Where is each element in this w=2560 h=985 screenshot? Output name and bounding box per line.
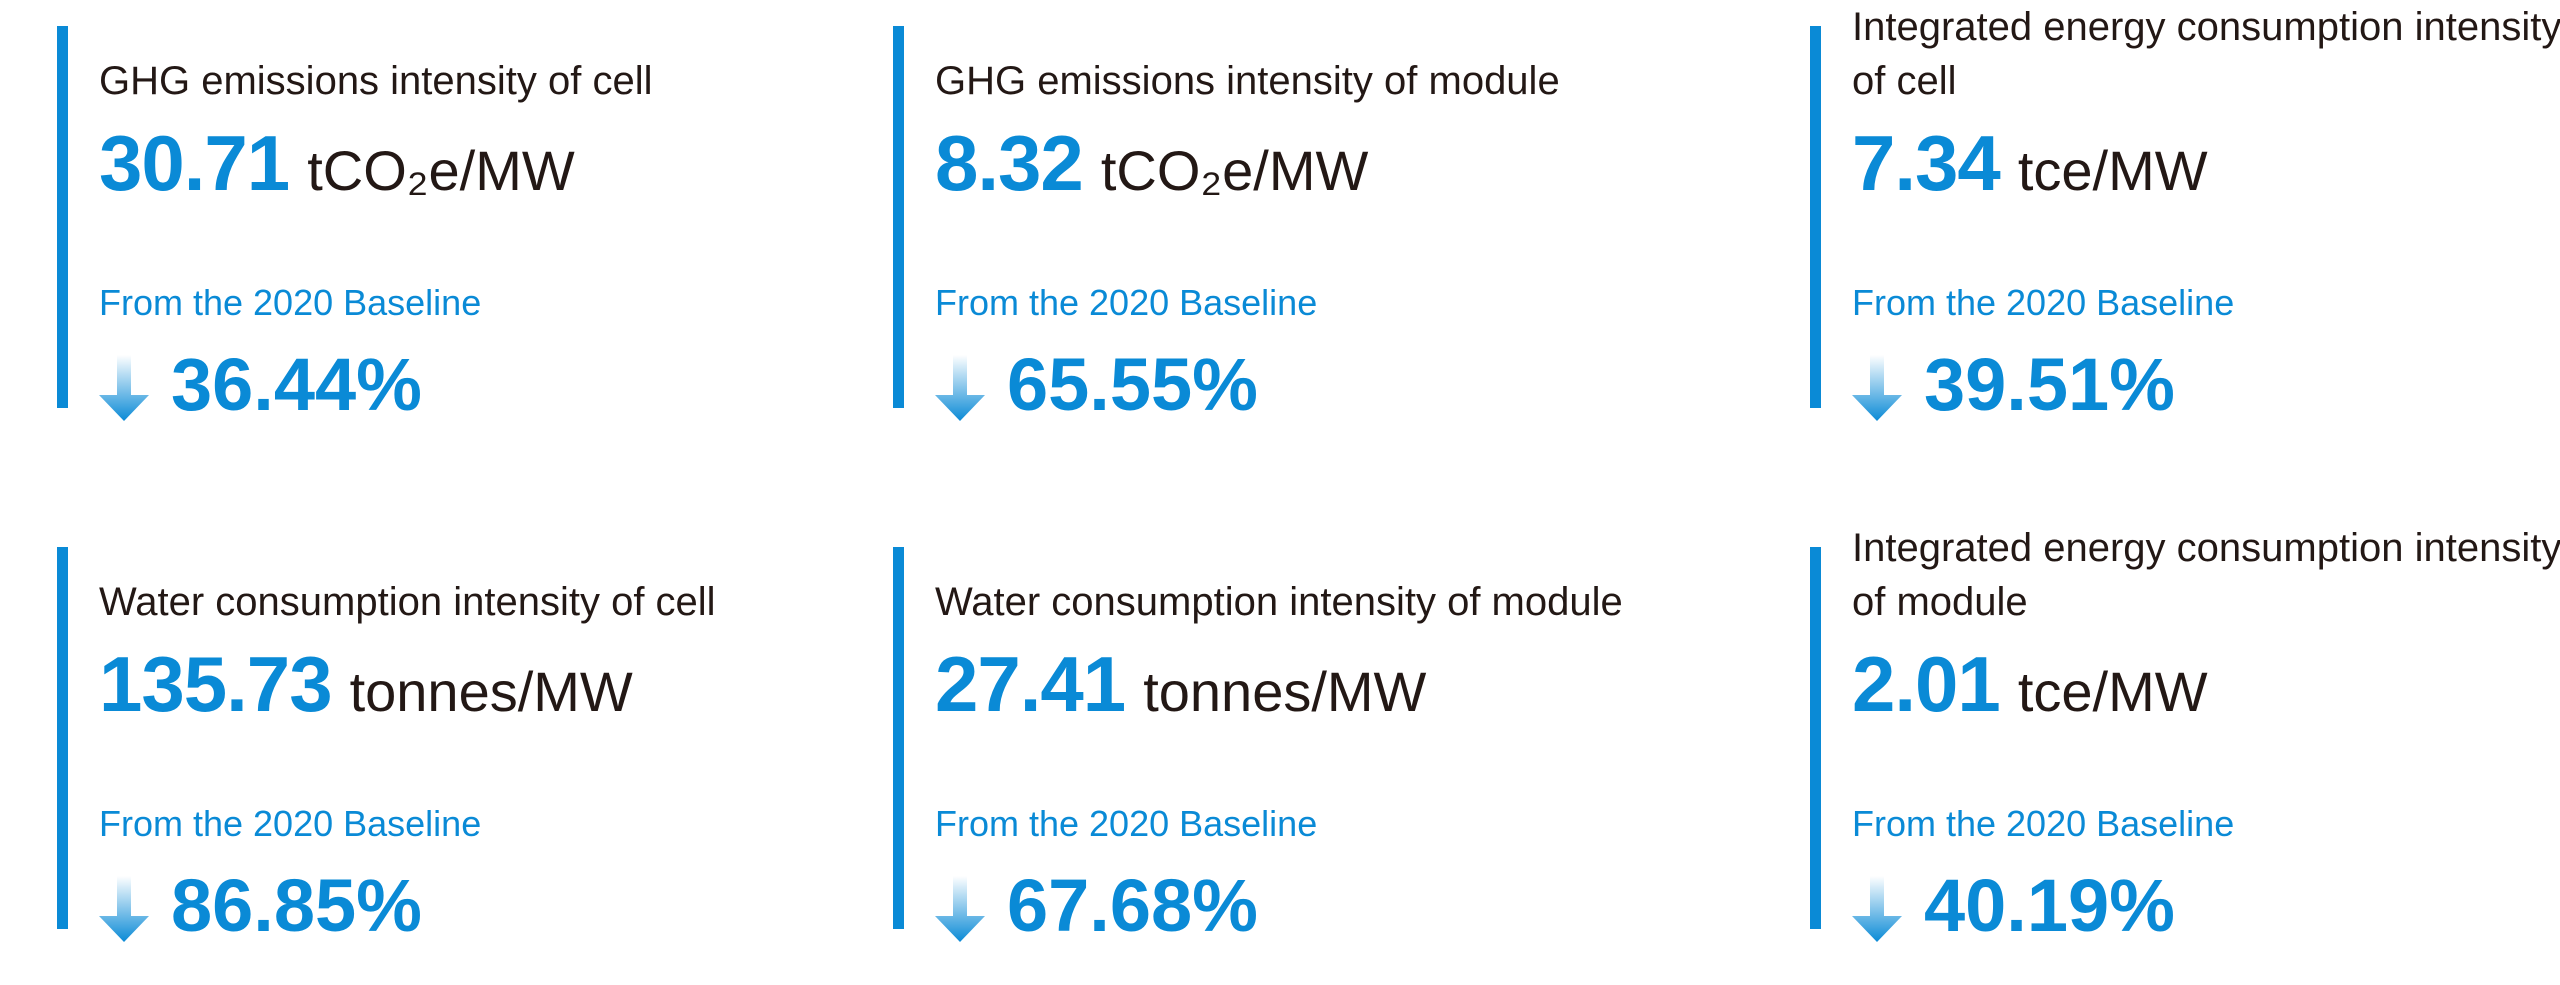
metric-number: 135.73	[99, 640, 333, 728]
change-percent: 67.68%	[1007, 864, 1258, 947]
metric-value: 2.01 tce/MW	[1852, 639, 2208, 730]
baseline-label: From the 2020 Baseline	[1852, 803, 2235, 844]
arrow-down-icon	[935, 354, 985, 421]
accent-bar	[57, 547, 68, 929]
metric-number: 8.32	[935, 119, 1084, 207]
change-percent: 86.85%	[171, 864, 422, 947]
metric-unit: tCO₂e/MW	[1100, 139, 1369, 202]
change-row: 65.55%	[935, 342, 1258, 427]
metric-unit: tCO₂e/MW	[307, 139, 575, 202]
accent-bar	[893, 547, 904, 929]
change-percent: 40.19%	[1924, 864, 2175, 947]
change-percent: 36.44%	[171, 343, 422, 426]
baseline-label: From the 2020 Baseline	[99, 282, 482, 323]
arrow-down-icon	[99, 354, 149, 421]
metric-title: Integrated energy consumption intensity …	[1852, 526, 2560, 624]
metric-value: 8.32 tCO₂e/MW	[935, 118, 1368, 209]
metric-card: GHG emissions intensity of cell 30.71 tCO…	[57, 26, 817, 426]
metric-title: Integrated energy consumption intensity …	[1852, 5, 2560, 103]
baseline-label: From the 2020 Baseline	[935, 803, 1318, 844]
arrow-down-icon	[935, 875, 985, 942]
change-row: 36.44%	[99, 342, 422, 427]
accent-bar	[57, 26, 68, 408]
metric-card: Water consumption intensity of cell 135.…	[57, 547, 817, 947]
metric-unit: tonnes/MW	[349, 660, 633, 723]
metric-card: GHG emissions intensity of module 8.32 tC…	[893, 26, 1653, 426]
baseline-label: From the 2020 Baseline	[935, 282, 1318, 323]
arrow-down-icon	[99, 875, 149, 942]
metric-card: Integrated energy consumption intensity …	[1810, 5, 2560, 426]
metric-title: GHG emissions intensity of module	[935, 59, 1560, 103]
change-row: 39.51%	[1852, 342, 2175, 427]
arrow-down-icon	[1852, 875, 1902, 942]
metric-title: Water consumption intensity of module	[935, 580, 1623, 624]
accent-bar	[1810, 547, 1821, 929]
metric-number: 2.01	[1852, 640, 2001, 728]
metric-value: 135.73 tonnes/MW	[99, 639, 633, 730]
metric-number: 30.71	[99, 119, 290, 207]
metric-unit: tce/MW	[2017, 660, 2208, 723]
change-row: 40.19%	[1852, 863, 2175, 948]
metric-unit: tonnes/MW	[1143, 660, 1427, 723]
metric-value: 7.34 tce/MW	[1852, 118, 2208, 209]
metric-title: Water consumption intensity of cell	[99, 580, 716, 624]
accent-bar	[893, 26, 904, 408]
baseline-label: From the 2020 Baseline	[1852, 282, 2235, 323]
accent-bar	[1810, 26, 1821, 408]
change-row: 67.68%	[935, 863, 1258, 948]
metric-number: 7.34	[1852, 119, 2001, 207]
change-percent: 65.55%	[1007, 343, 1258, 426]
metric-card: Integrated energy consumption intensity …	[1810, 526, 2560, 947]
change-row: 86.85%	[99, 863, 422, 948]
metric-value: 30.71 tCO₂e/MW	[99, 118, 575, 209]
metric-card: Water consumption intensity of module 27…	[893, 547, 1653, 947]
metric-value: 27.41 tonnes/MW	[935, 639, 1426, 730]
metric-unit: tce/MW	[2017, 139, 2208, 202]
arrow-down-icon	[1852, 354, 1902, 421]
metric-number: 27.41	[935, 640, 1126, 728]
metric-title: GHG emissions intensity of cell	[99, 59, 653, 103]
baseline-label: From the 2020 Baseline	[99, 803, 482, 844]
change-percent: 39.51%	[1924, 343, 2175, 426]
